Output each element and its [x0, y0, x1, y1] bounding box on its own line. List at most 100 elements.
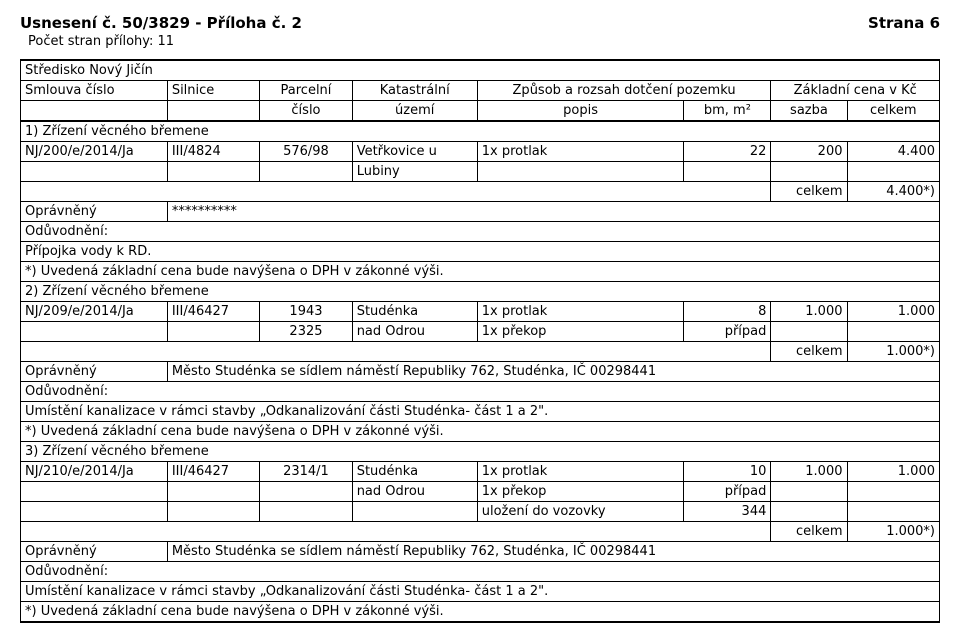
oduvodneni-label: Odůvodnění:: [21, 222, 940, 242]
cell-silnice: III/46427: [167, 302, 259, 322]
cell-parcelni: [260, 482, 352, 502]
celkem-value: 4.400*): [847, 182, 940, 202]
oduvodneni-text1: Umístění kanalizace v rámci stavby „Odka…: [21, 582, 940, 602]
opravneny-value: **********: [167, 202, 939, 222]
cell-katastr: Studénka: [352, 302, 477, 322]
oduvodneni-text2: *) Uvedená základní cena bude navýšena o…: [21, 422, 940, 442]
cell-smlouva: [21, 322, 168, 342]
cell-bm: [684, 162, 771, 182]
cell-parcelni: [260, 162, 352, 182]
data-row: nad Odrou1x překoppřípad: [21, 482, 940, 502]
oduvodneni-label: Odůvodnění:: [21, 562, 940, 582]
oduvodneni-text2: *) Uvedená základní cena bude navýšena o…: [21, 602, 940, 623]
section-row: 1) Zřízení věcného břemene: [21, 121, 940, 142]
cell-silnice: III/4824: [167, 142, 259, 162]
opravneny-label: Oprávněný: [21, 362, 168, 382]
th-sazba: sazba: [771, 101, 847, 122]
opravneny-value: Město Studénka se sídlem náměstí Republi…: [167, 362, 939, 382]
oduvodneni-label: Odůvodnění:: [21, 382, 940, 402]
oduvodneni-text1: Přípojka vody k RD.: [21, 242, 940, 262]
oduvodneni-row: Odůvodnění:: [21, 562, 940, 582]
page-header: Usnesení č. 50/3829 - Příloha č. 2 Stran…: [20, 14, 940, 32]
cell-celkem: 1.000: [847, 462, 940, 482]
data-row: Lubiny: [21, 162, 940, 182]
th-parcelni: Parcelní: [260, 81, 352, 101]
data-row: NJ/200/e/2014/JaIII/4824576/98Vetřkovice…: [21, 142, 940, 162]
cell-smlouva: [21, 482, 168, 502]
cell-katastr: Vetřkovice u: [352, 142, 477, 162]
data-row: 2325nad Odrou1x překoppřípad: [21, 322, 940, 342]
celkem-row: celkem4.400*): [21, 182, 940, 202]
cell-popis: 1x protlak: [477, 462, 684, 482]
celkem-value: 1.000*): [847, 522, 940, 542]
cell-smlouva: NJ/210/e/2014/Ja: [21, 462, 168, 482]
cell-bm: 22: [684, 142, 771, 162]
cell-celkem: [847, 162, 940, 182]
cell-parcelni: 1943: [260, 302, 352, 322]
subtitle: Počet stran přílohy: 11: [28, 34, 940, 49]
cell-bm: 344: [684, 502, 771, 522]
opravneny-row: OprávněnýMěsto Studénka se sídlem náměst…: [21, 542, 940, 562]
header-row-1: Smlouva čísloSilniceParcelníKatastrálníZ…: [21, 81, 940, 101]
data-row: NJ/209/e/2014/JaIII/464271943Studénka1x …: [21, 302, 940, 322]
cell-popis: 1x protlak: [477, 142, 684, 162]
cell-smlouva: [21, 502, 168, 522]
celkem-row: celkem1.000*): [21, 522, 940, 542]
cell-parcelni: 2314/1: [260, 462, 352, 482]
th-zakladni: Základní cena v Kč: [771, 81, 940, 101]
oduvodneni-text1: Umístění kanalizace v rámci stavby „Odka…: [21, 402, 940, 422]
cell-parcelni: 576/98: [260, 142, 352, 162]
celkem-label: celkem: [771, 182, 847, 202]
cell-bm: případ: [684, 322, 771, 342]
celkem-value: 1.000*): [847, 342, 940, 362]
oduvodneni-row: Odůvodnění:: [21, 222, 940, 242]
main-table: Středisko Nový JičínSmlouva čísloSilnice…: [20, 59, 940, 623]
cell-silnice: [167, 322, 259, 342]
title-right: Strana 6: [868, 14, 940, 32]
stredisko-cell: Středisko Nový Jičín: [21, 60, 940, 81]
section-row: 3) Zřízení věcného břemene: [21, 442, 940, 462]
cell-silnice: [167, 502, 259, 522]
cell-sazba: [771, 482, 847, 502]
section-row: 2) Zřízení věcného břemene: [21, 282, 940, 302]
cell-silnice: [167, 482, 259, 502]
cell-silnice: [167, 162, 259, 182]
cell-parcelni: 2325: [260, 322, 352, 342]
cell-popis: 1x protlak: [477, 302, 684, 322]
cell-katastr: [352, 502, 477, 522]
opravneny-value: Město Studénka se sídlem náměstí Republi…: [167, 542, 939, 562]
cell-katastr: Studénka: [352, 462, 477, 482]
title-left: Usnesení č. 50/3829 - Příloha č. 2: [20, 14, 302, 32]
th-uzemi: území: [352, 101, 477, 122]
th-cislo: číslo: [260, 101, 352, 122]
text-row: Umístění kanalizace v rámci stavby „Odka…: [21, 582, 940, 602]
th-celkem: celkem: [847, 101, 940, 122]
section-title: 1) Zřízení věcného břemene: [21, 121, 940, 142]
celkem-label: celkem: [771, 522, 847, 542]
cell-celkem: [847, 482, 940, 502]
cell-bm: případ: [684, 482, 771, 502]
th-silnice: Silnice: [167, 81, 259, 101]
cell-bm: 10: [684, 462, 771, 482]
cell-smlouva: NJ/209/e/2014/Ja: [21, 302, 168, 322]
th-zpusob: Způsob a rozsah dotčení pozemku: [477, 81, 771, 101]
cell-sazba: 1.000: [771, 302, 847, 322]
section-title: 3) Zřízení věcného břemene: [21, 442, 940, 462]
th-bm: bm, m²: [684, 101, 771, 122]
cell-sazba: 1.000: [771, 462, 847, 482]
cell-sazba: [771, 162, 847, 182]
cell-celkem: [847, 322, 940, 342]
opravneny-row: OprávněnýMěsto Studénka se sídlem náměst…: [21, 362, 940, 382]
cell-popis: 1x překop: [477, 482, 684, 502]
section-title: 2) Zřízení věcného břemene: [21, 282, 940, 302]
cell-sazba: [771, 502, 847, 522]
celkem-label: celkem: [771, 342, 847, 362]
cell-sazba: [771, 322, 847, 342]
text-row: Přípojka vody k RD.: [21, 242, 940, 262]
data-row: uložení do vozovky344: [21, 502, 940, 522]
opravneny-label: Oprávněný: [21, 542, 168, 562]
cell-popis: 1x překop: [477, 322, 684, 342]
text-row: *) Uvedená základní cena bude navýšena o…: [21, 602, 940, 623]
cell-smlouva: [21, 162, 168, 182]
celkem-row: celkem1.000*): [21, 342, 940, 362]
